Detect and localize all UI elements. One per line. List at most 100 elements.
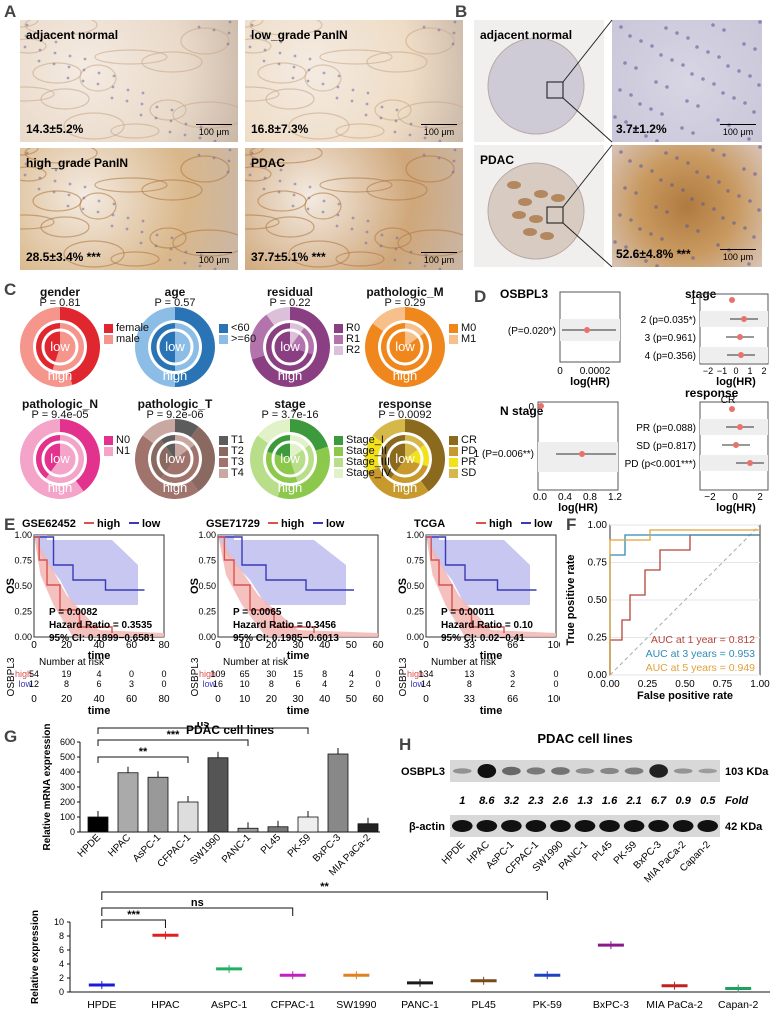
risk-title: Number at risk	[223, 657, 289, 668]
nucleus	[644, 134, 648, 138]
legend-label: >=60	[231, 333, 257, 345]
donut-title: gender	[39, 285, 80, 299]
km-curve-high	[218, 536, 315, 633]
nucleus	[696, 104, 700, 108]
nucleus	[291, 204, 295, 208]
km-pvalue: P = 0.00011	[441, 607, 495, 618]
forest-xtick: 0	[733, 366, 738, 376]
panel-label-h: H	[399, 735, 412, 754]
donut-inner-slice	[405, 323, 425, 347]
nucleus	[452, 31, 456, 35]
micrograph-image: adjacent normal 14.3±5.2% 100 μm	[20, 20, 238, 142]
legend-entry: T4	[219, 468, 244, 479]
donut-inner-slice	[151, 323, 175, 371]
panel-label-b: B	[455, 2, 468, 21]
panel-label-d: D	[474, 287, 487, 306]
bar	[147, 776, 169, 833]
nucleus	[613, 115, 617, 119]
nucleus	[753, 47, 757, 51]
blot-fold-value: 1.6	[602, 795, 618, 807]
nucleus	[722, 28, 726, 32]
nucleus	[54, 40, 58, 44]
legend-entry: N0	[104, 435, 130, 446]
nucleus	[336, 213, 340, 217]
donut-p-value: P = 0.57	[154, 297, 196, 309]
significance-bracket	[101, 907, 294, 916]
forest-row-label: 2 (p=0.035*)	[641, 315, 696, 326]
roc-ytick: 0.00	[588, 670, 608, 681]
tissue-structure	[110, 123, 160, 139]
nucleus	[681, 188, 685, 192]
forest-band	[700, 455, 768, 471]
forest-row-label: SD (p=0.817)	[636, 441, 696, 452]
nucleus	[394, 119, 398, 123]
legend-label: T4	[231, 467, 244, 479]
risk-value-low: 8	[467, 679, 472, 689]
tissue-structure	[245, 166, 272, 182]
donut-slice	[372, 419, 405, 444]
forest-row-label: CR	[721, 395, 735, 406]
forest-xtick: −2	[704, 492, 716, 503]
forest-xtick: 0	[557, 366, 563, 377]
tissue-structure	[319, 49, 393, 65]
blot-band-osbpl3	[452, 768, 472, 774]
nucleus	[96, 82, 100, 86]
nucleus	[24, 162, 28, 166]
nucleus	[82, 68, 86, 72]
km-dataset: GSE71729	[206, 518, 260, 530]
legend-label: male	[116, 333, 140, 345]
nucleus	[350, 99, 354, 103]
nucleus	[758, 145, 762, 149]
nucleus	[279, 168, 283, 172]
donut-ring	[386, 328, 424, 366]
km-ytick: 1.00	[406, 530, 424, 540]
dot-ytick: 4	[59, 959, 64, 969]
nucleus	[618, 213, 622, 217]
nucleus	[322, 71, 326, 75]
blot-band-actin	[648, 820, 669, 832]
forest-row-label: 1	[690, 296, 696, 307]
donut-p-value: P = 0.0092	[378, 409, 432, 421]
km-ytick: 0.50	[14, 581, 32, 591]
nucleus	[686, 161, 690, 165]
nucleus	[654, 80, 658, 84]
nucleus	[110, 96, 114, 100]
tissue-structure	[40, 88, 90, 110]
nucleus	[659, 178, 663, 182]
nucleus	[337, 74, 341, 78]
nucleus	[721, 91, 725, 95]
nucleus	[351, 216, 355, 220]
donut-low-label: low	[280, 451, 300, 466]
risk-value-high: 4	[349, 669, 354, 679]
risk-value-low: 0	[553, 679, 558, 689]
risk-value-high: 15	[293, 669, 303, 679]
risk-value-high: 134	[418, 669, 433, 679]
legend-entry: N1	[104, 446, 130, 457]
blot-band-actin	[476, 820, 498, 832]
tissue-structure	[249, 148, 323, 164]
nucleus	[38, 176, 42, 180]
nucleus	[706, 50, 710, 54]
nucleus	[97, 71, 101, 75]
legend-entry: T3	[219, 457, 244, 468]
donut-p-value: P = 0.81	[39, 297, 81, 309]
bar-ytick: 300	[60, 782, 75, 792]
stained-gland	[551, 194, 565, 202]
risk-value-high: 8	[322, 669, 327, 679]
donut-high-label: high	[393, 480, 418, 495]
blot-band-actin	[697, 820, 719, 832]
roc-curve-1yr	[609, 534, 760, 675]
km-ylabel: OS	[5, 578, 17, 594]
donut-inner-slice	[390, 459, 428, 483]
stained-gland	[507, 181, 521, 189]
tissue-structure	[366, 179, 428, 201]
nucleus	[680, 251, 684, 255]
nucleus	[37, 59, 41, 63]
nucleus	[665, 85, 669, 89]
donut-low-label: low	[280, 339, 300, 354]
risk-xtick: 80	[158, 694, 170, 705]
km-xtick: 0	[31, 640, 37, 651]
legend-label: Stage_I	[346, 434, 384, 446]
dot-category: Capan-2	[718, 999, 758, 1011]
legend-swatch	[449, 324, 458, 333]
